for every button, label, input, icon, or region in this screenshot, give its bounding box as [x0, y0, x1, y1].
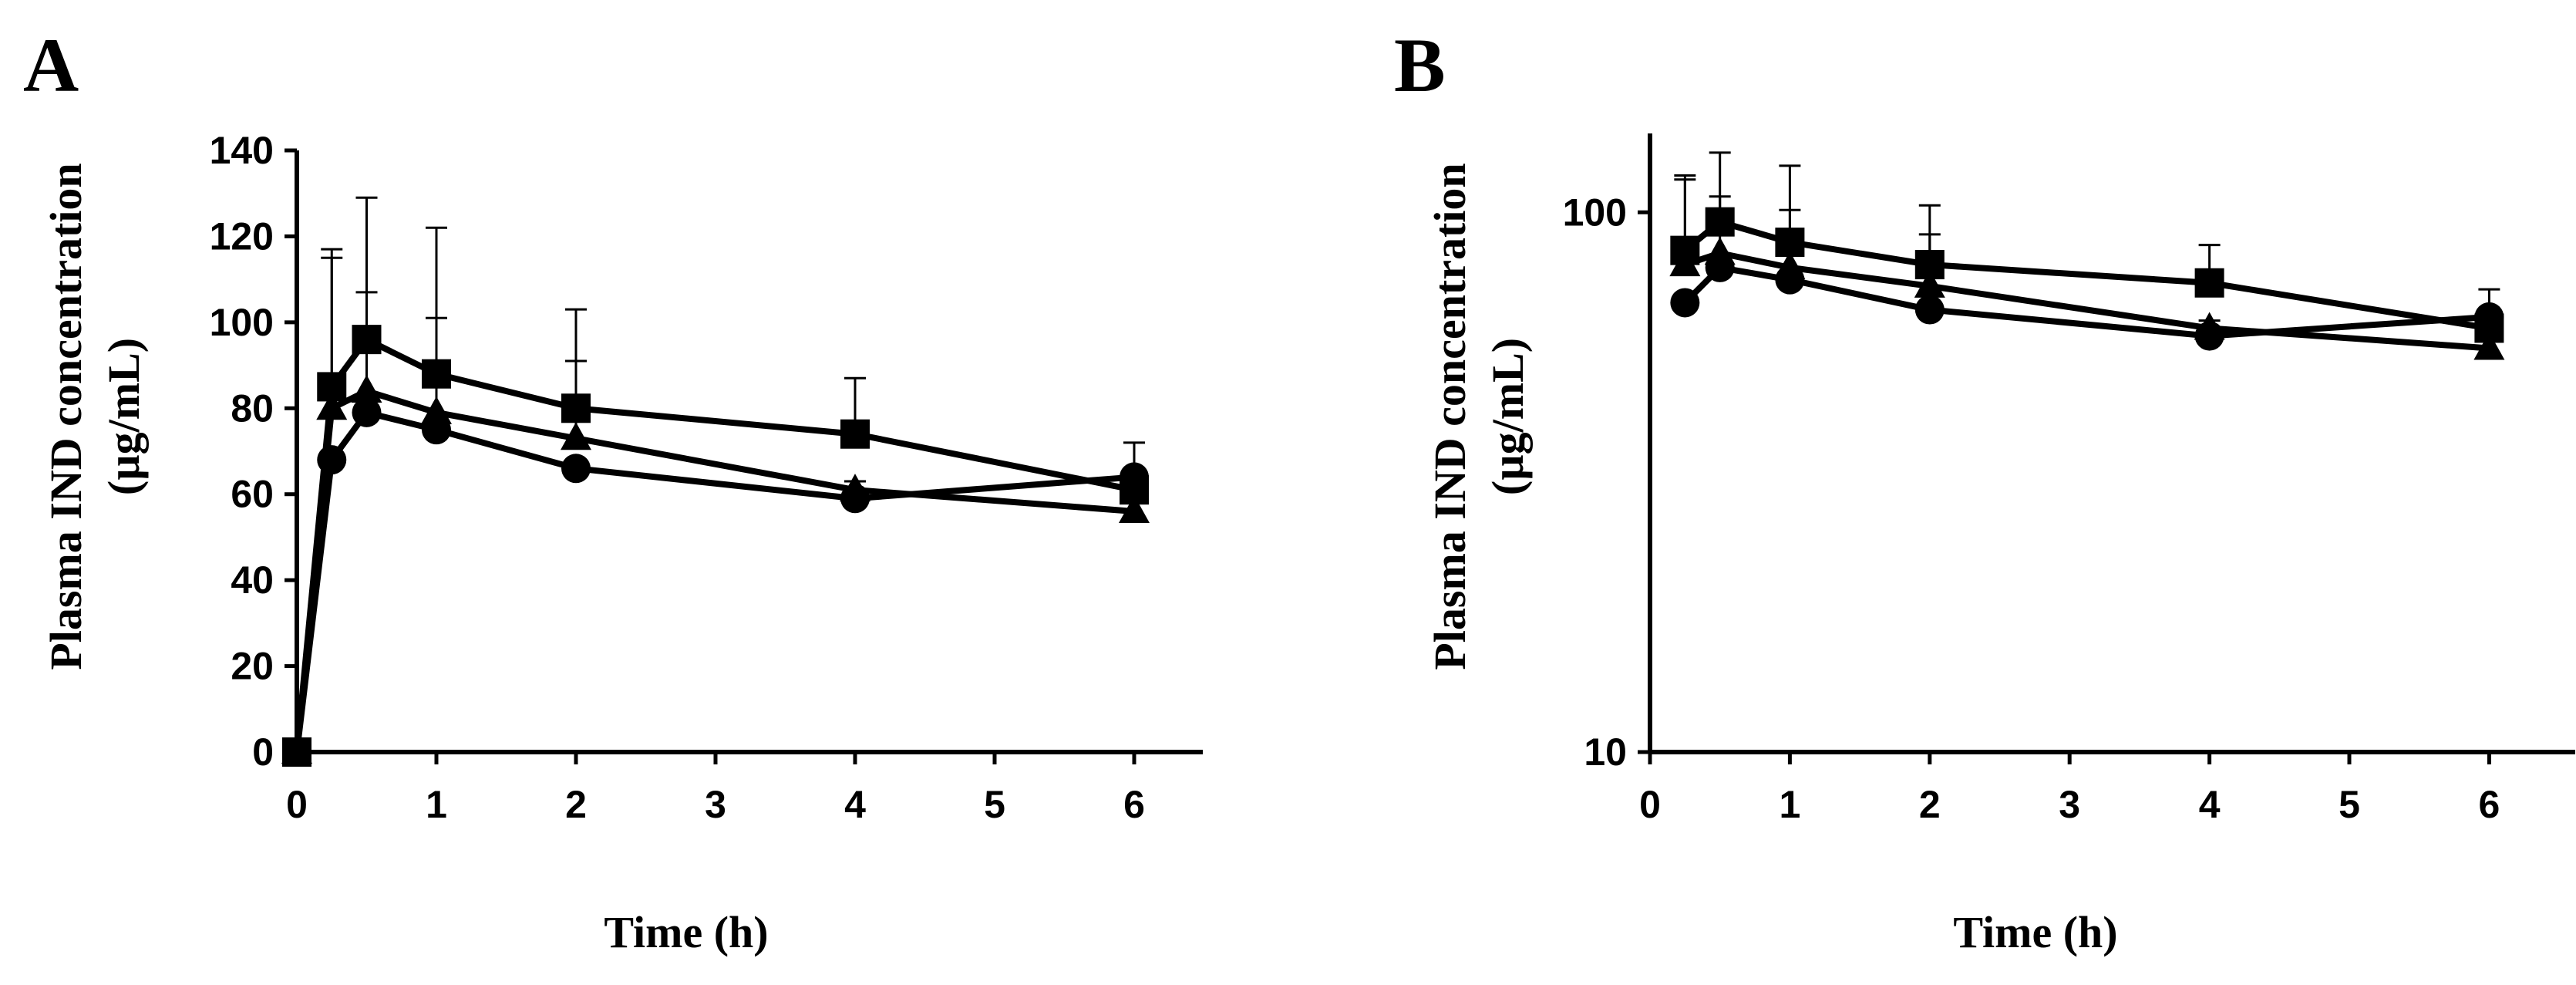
- y-tick-label: 0: [252, 730, 274, 774]
- series-triangle: [281, 256, 1150, 764]
- x-tick-label: 4: [844, 783, 866, 826]
- x-tick-label: 4: [2199, 783, 2221, 826]
- series-line-triangle: [1684, 250, 2490, 352]
- x-tick-label: 3: [2059, 783, 2080, 826]
- x-tick-label: 6: [2478, 783, 2500, 826]
- data-point-circle: [561, 454, 591, 484]
- x-tick-label: 0: [286, 783, 308, 826]
- data-point-circle: [317, 445, 347, 475]
- x-tick-label: 1: [426, 783, 447, 826]
- data-point-triangle: [561, 422, 591, 450]
- data-point-triangle: [316, 392, 348, 420]
- y-tick-label: 120: [210, 214, 274, 258]
- x-tick-label: 6: [1123, 783, 1145, 826]
- panel-label-b: B: [1394, 22, 1446, 108]
- y-tick-label: 20: [231, 645, 274, 688]
- panel-b: B Plasma IND concentration (µg/mL) Time …: [1394, 22, 2575, 957]
- series-circle: [1670, 252, 2504, 351]
- plot-area-b: 10 100 0 1 2 3 4 5 6: [1563, 133, 2575, 826]
- x-tick-label: 2: [1919, 783, 1941, 826]
- y-axis-title-b: Plasma IND concentration (µg/mL): [1425, 163, 1533, 670]
- data-point-triangle: [351, 375, 382, 403]
- data-point-circle: [840, 484, 870, 514]
- series-line-square: [294, 336, 1135, 753]
- y-tick-label: 40: [231, 558, 274, 602]
- x-axis-label-b: Time (h): [1953, 907, 2117, 957]
- y-tick-label: 80: [231, 386, 274, 430]
- y-tick-label: 60: [231, 473, 274, 516]
- y-axis-label-a: Plasma IND concentration: [41, 163, 91, 670]
- panel-label-a: A: [23, 22, 79, 108]
- data-point-circle: [422, 415, 451, 445]
- y-tick-label: 100: [1563, 191, 1627, 234]
- x-tick-label: 0: [1639, 783, 1661, 826]
- series-square: [1670, 151, 2504, 343]
- panel-a: A Plasma IND concentration (µg/mL) Time …: [23, 22, 1203, 957]
- data-point-triangle: [421, 396, 452, 424]
- series-circle: [282, 397, 1149, 767]
- data-point-square: [840, 419, 870, 449]
- data-point-circle: [1670, 288, 1700, 318]
- y-tick-label: 100: [210, 301, 274, 344]
- x-axis-label-a: Time (h): [604, 907, 768, 957]
- data-point-circle: [352, 397, 382, 427]
- series-line-triangle: [294, 388, 1135, 753]
- y-axis-title-a: Plasma IND concentration (µg/mL): [41, 163, 149, 670]
- y-axis-label-b: Plasma IND concentration: [1425, 163, 1475, 670]
- y-axis-unit-b: (µg/mL): [1483, 338, 1533, 495]
- y-tick-label: 140: [210, 129, 274, 172]
- data-point-circle: [1914, 295, 1945, 325]
- y-axis-unit-a: (µg/mL): [99, 338, 149, 495]
- x-tick-label: 3: [705, 783, 726, 826]
- x-tick-label: 5: [2339, 783, 2360, 826]
- x-tick-label: 1: [1779, 783, 1800, 826]
- data-point-circle: [2194, 321, 2224, 351]
- plot-area-a: 0 20 40 60 80 100 120 140 0 1 2 3 4 5 6: [210, 129, 1203, 826]
- data-point-circle: [1775, 265, 1805, 295]
- data-point-circle: [2474, 302, 2504, 332]
- data-point-circle: [1120, 462, 1149, 492]
- data-point-triangle: [2473, 332, 2505, 360]
- data-point-triangle: [1119, 495, 1150, 523]
- data-point-circle: [282, 737, 311, 767]
- data-point-circle: [1705, 252, 1735, 282]
- x-tick-label: 2: [565, 783, 587, 826]
- data-point-triangle: [1669, 248, 1701, 277]
- data-point-square: [2194, 268, 2224, 298]
- data-point-triangle: [1914, 269, 1945, 298]
- x-tick-label: 5: [984, 783, 1005, 826]
- y-tick-label: 10: [1584, 730, 1627, 774]
